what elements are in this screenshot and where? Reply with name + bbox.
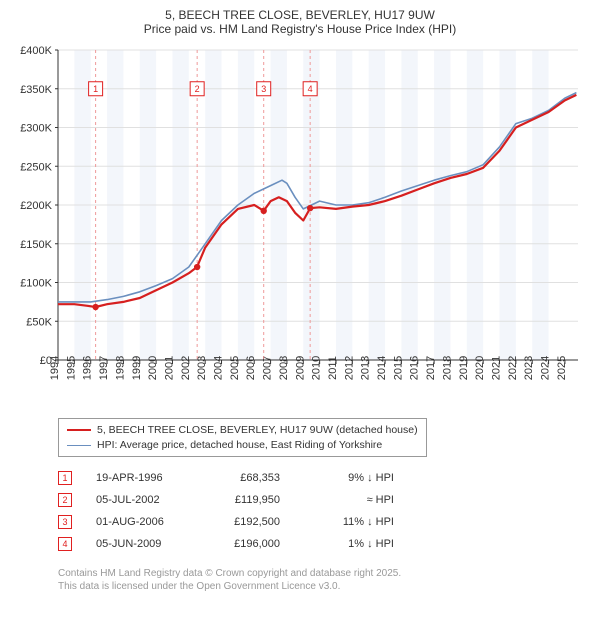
- svg-text:2009: 2009: [294, 356, 306, 380]
- table-row: 4 05-JUN-2009 £196,000 1% ↓ HPI: [58, 533, 586, 555]
- table-row: 3 01-AUG-2006 £192,500 11% ↓ HPI: [58, 511, 586, 533]
- footnote: Contains HM Land Registry data © Crown c…: [58, 567, 586, 593]
- tx-marker-3: 3: [58, 515, 72, 529]
- svg-text:2014: 2014: [376, 356, 388, 380]
- svg-text:1998: 1998: [114, 356, 126, 380]
- svg-text:4: 4: [308, 84, 313, 94]
- tx-diff: 9% ↓ HPI: [304, 472, 394, 484]
- tx-marker-1: 1: [58, 471, 72, 485]
- legend: 5, BEECH TREE CLOSE, BEVERLEY, HU17 9UW …: [58, 418, 427, 457]
- svg-text:2013: 2013: [360, 356, 372, 380]
- title-line-1: 5, BEECH TREE CLOSE, BEVERLEY, HU17 9UW: [14, 8, 586, 22]
- legend-swatch-hpi: [67, 445, 91, 446]
- tx-date: 19-APR-1996: [96, 472, 186, 484]
- svg-text:£200K: £200K: [20, 200, 52, 212]
- tx-diff: 1% ↓ HPI: [304, 538, 394, 550]
- svg-text:2023: 2023: [523, 356, 535, 380]
- svg-text:2004: 2004: [213, 356, 225, 380]
- svg-text:1999: 1999: [131, 356, 143, 380]
- svg-text:2025: 2025: [556, 356, 568, 380]
- legend-item-price-paid: 5, BEECH TREE CLOSE, BEVERLEY, HU17 9UW …: [67, 423, 418, 438]
- legend-label-hpi: HPI: Average price, detached house, East…: [97, 438, 382, 453]
- svg-text:2022: 2022: [507, 356, 519, 380]
- svg-text:2008: 2008: [278, 356, 290, 380]
- tx-marker-2: 2: [58, 493, 72, 507]
- tx-marker-4: 4: [58, 537, 72, 551]
- chart-title: 5, BEECH TREE CLOSE, BEVERLEY, HU17 9UW …: [14, 8, 586, 36]
- svg-text:£250K: £250K: [20, 161, 52, 173]
- svg-text:2018: 2018: [441, 356, 453, 380]
- svg-text:£50K: £50K: [26, 316, 52, 328]
- svg-text:2016: 2016: [409, 356, 421, 380]
- legend-label-price-paid: 5, BEECH TREE CLOSE, BEVERLEY, HU17 9UW …: [97, 423, 418, 438]
- footnote-line-1: Contains HM Land Registry data © Crown c…: [58, 567, 586, 580]
- tx-price: £192,500: [210, 516, 280, 528]
- svg-text:2024: 2024: [540, 356, 552, 380]
- tx-date: 05-JUL-2002: [96, 494, 186, 506]
- svg-text:2019: 2019: [458, 356, 470, 380]
- svg-text:2021: 2021: [491, 356, 503, 380]
- svg-text:2003: 2003: [196, 356, 208, 380]
- transactions-table: 1 19-APR-1996 £68,353 9% ↓ HPI 2 05-JUL-…: [58, 467, 586, 555]
- tx-date: 01-AUG-2006: [96, 516, 186, 528]
- table-row: 2 05-JUL-2002 £119,950 ≈ HPI: [58, 489, 586, 511]
- tx-diff: ≈ HPI: [304, 494, 394, 506]
- tx-price: £68,353: [210, 472, 280, 484]
- chart-svg: £0£50K£100K£150K£200K£250K£300K£350K£400…: [14, 42, 586, 412]
- svg-text:2: 2: [195, 84, 200, 94]
- tx-diff: 11% ↓ HPI: [304, 516, 394, 528]
- svg-text:2007: 2007: [262, 356, 274, 380]
- svg-text:3: 3: [261, 84, 266, 94]
- svg-text:2020: 2020: [474, 356, 486, 380]
- svg-text:£150K: £150K: [20, 239, 52, 251]
- svg-text:2010: 2010: [311, 356, 323, 380]
- svg-text:2001: 2001: [163, 356, 175, 380]
- svg-text:2002: 2002: [180, 356, 192, 380]
- svg-text:1996: 1996: [82, 356, 94, 380]
- svg-text:2015: 2015: [392, 356, 404, 380]
- tx-price: £119,950: [210, 494, 280, 506]
- svg-text:2011: 2011: [327, 356, 339, 380]
- legend-swatch-price-paid: [67, 429, 91, 431]
- svg-text:2000: 2000: [147, 356, 159, 380]
- svg-text:2006: 2006: [245, 356, 257, 380]
- svg-text:2017: 2017: [425, 356, 437, 380]
- tx-date: 05-JUN-2009: [96, 538, 186, 550]
- svg-text:£350K: £350K: [20, 84, 52, 96]
- svg-text:2005: 2005: [229, 356, 241, 380]
- tx-price: £196,000: [210, 538, 280, 550]
- svg-text:1: 1: [93, 84, 98, 94]
- svg-text:2012: 2012: [343, 356, 355, 380]
- price-chart: £0£50K£100K£150K£200K£250K£300K£350K£400…: [14, 42, 586, 412]
- svg-text:1995: 1995: [65, 356, 77, 380]
- legend-item-hpi: HPI: Average price, detached house, East…: [67, 438, 418, 453]
- footnote-line-2: This data is licensed under the Open Gov…: [58, 580, 586, 593]
- table-row: 1 19-APR-1996 £68,353 9% ↓ HPI: [58, 467, 586, 489]
- title-line-2: Price paid vs. HM Land Registry's House …: [14, 22, 586, 36]
- svg-text:£400K: £400K: [20, 45, 52, 57]
- svg-text:£100K: £100K: [20, 278, 52, 290]
- svg-text:1994: 1994: [49, 356, 61, 380]
- svg-text:1997: 1997: [98, 356, 110, 380]
- svg-text:£300K: £300K: [20, 123, 52, 135]
